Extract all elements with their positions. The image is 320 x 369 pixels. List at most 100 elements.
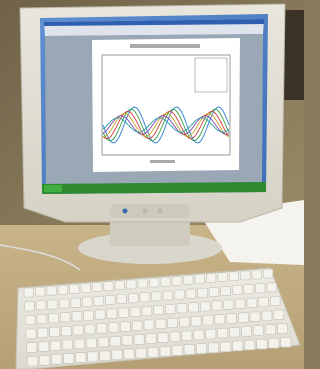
key: [238, 313, 248, 323]
key: [60, 313, 70, 322]
key: [215, 315, 225, 325]
key: [24, 288, 34, 297]
key: [206, 274, 216, 283]
key: [221, 286, 231, 295]
photo-scene: [0, 0, 304, 369]
key: [245, 340, 255, 350]
key: [86, 338, 96, 348]
key: [194, 330, 204, 340]
key: [179, 317, 189, 327]
key: [160, 346, 170, 356]
key: [105, 295, 115, 304]
plot-title-blur: [130, 44, 200, 48]
key: [27, 356, 37, 366]
plot-legend: [195, 58, 227, 92]
key: [97, 324, 107, 334]
key: [206, 329, 216, 339]
key: [146, 334, 156, 344]
key: [267, 283, 277, 292]
key: [47, 286, 57, 295]
key: [253, 326, 263, 336]
key: [154, 305, 164, 314]
key: [39, 342, 49, 352]
key: [71, 298, 81, 307]
key: [38, 328, 48, 338]
key: [182, 331, 192, 341]
key: [186, 289, 196, 298]
key: [63, 340, 73, 350]
key: [82, 297, 92, 306]
xaxis-label-blur: [150, 160, 175, 163]
key: [165, 305, 175, 314]
key: [107, 309, 117, 318]
key: [224, 300, 234, 309]
key: [144, 320, 154, 330]
key: [247, 298, 257, 307]
key: [76, 353, 86, 363]
monitor-controls: [110, 204, 190, 218]
key: [163, 291, 173, 300]
key: [52, 355, 62, 365]
key: [122, 336, 132, 346]
key: [64, 354, 74, 364]
key: [110, 336, 120, 346]
key: [233, 341, 243, 351]
key: [120, 322, 130, 332]
key: [61, 326, 71, 336]
key: [208, 343, 218, 353]
key: [74, 339, 84, 349]
key: [36, 301, 46, 310]
key: [196, 344, 206, 354]
key: [191, 316, 201, 326]
key: [252, 270, 262, 279]
key: [84, 311, 94, 320]
key: [218, 273, 228, 282]
key: [92, 283, 102, 292]
key: [140, 293, 150, 302]
key: [259, 297, 269, 306]
key: [274, 310, 284, 320]
key: [156, 319, 166, 329]
key: [88, 352, 98, 362]
key: [72, 312, 82, 321]
key: [184, 275, 194, 284]
key: [25, 302, 35, 311]
key: [161, 277, 171, 286]
key: [81, 284, 91, 293]
key: [270, 296, 280, 305]
key: [175, 290, 185, 299]
key: [98, 337, 108, 347]
key: [129, 294, 139, 303]
key: [59, 299, 69, 308]
key: [73, 325, 83, 335]
key: [94, 296, 104, 305]
key: [168, 318, 178, 328]
key: [51, 341, 61, 351]
key: [220, 342, 230, 352]
key: [26, 329, 36, 339]
key: [229, 272, 239, 281]
key: [232, 286, 242, 295]
key: [230, 327, 240, 337]
key: [138, 279, 148, 288]
key: [109, 323, 119, 333]
key: [250, 312, 260, 322]
key: [112, 350, 122, 360]
key: [209, 287, 219, 296]
key: [177, 304, 187, 313]
key: [39, 355, 49, 365]
key: [172, 276, 182, 285]
key: [124, 349, 134, 359]
monitor-button: [158, 209, 163, 214]
key: [115, 281, 125, 290]
key: [142, 306, 152, 315]
key: [195, 275, 205, 284]
key: [255, 284, 265, 293]
key: [130, 307, 140, 316]
key: [212, 301, 222, 310]
key: [50, 327, 60, 337]
key: [104, 282, 114, 291]
key: [152, 292, 162, 301]
key: [25, 315, 35, 324]
key: [277, 324, 287, 334]
